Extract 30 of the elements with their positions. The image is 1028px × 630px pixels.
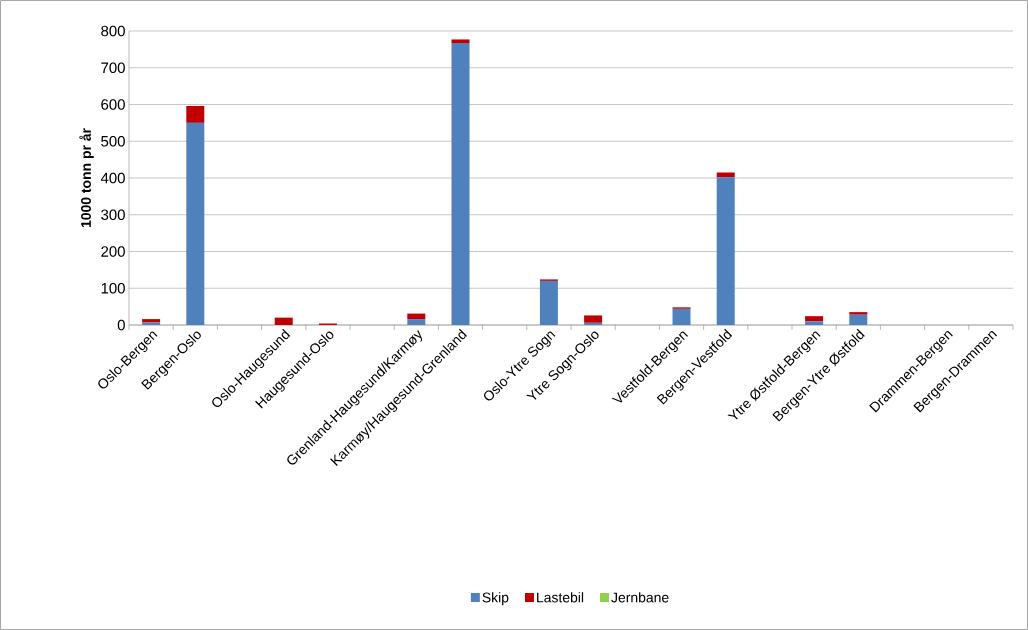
- bar: [716, 177, 735, 325]
- y-tick-label: 400: [100, 172, 125, 184]
- bar: [584, 315, 603, 323]
- bar: [451, 43, 470, 325]
- bar: [584, 322, 603, 325]
- bar: [186, 122, 205, 325]
- y-tick-label: 100: [101, 282, 125, 294]
- y-tick-label: 600: [101, 99, 125, 110]
- bar: [716, 172, 735, 178]
- legend-label: Jernbane: [611, 592, 669, 603]
- bar: [451, 39, 470, 44]
- legend-label: Lastebil: [537, 592, 584, 603]
- bar: [849, 314, 868, 325]
- bar: [849, 312, 868, 315]
- y-tick-label: 200: [101, 246, 125, 257]
- legend-label: Skip: [482, 592, 509, 606]
- bar: [186, 105, 205, 123]
- y-tick-label: 300: [101, 209, 125, 221]
- y-axis-title: 1000 tonn pr år: [79, 128, 94, 228]
- bar: [274, 317, 293, 325]
- bar: [805, 321, 824, 325]
- bar: [672, 308, 691, 325]
- y-tick-label: 500: [101, 135, 125, 147]
- y-tick-label: 800: [101, 25, 125, 37]
- bar: [805, 316, 824, 322]
- bar: [539, 280, 558, 325]
- y-tick-label: 700: [101, 62, 125, 74]
- bar: [407, 319, 426, 325]
- bar: [407, 313, 426, 320]
- y-tick-label: 0: [117, 319, 125, 331]
